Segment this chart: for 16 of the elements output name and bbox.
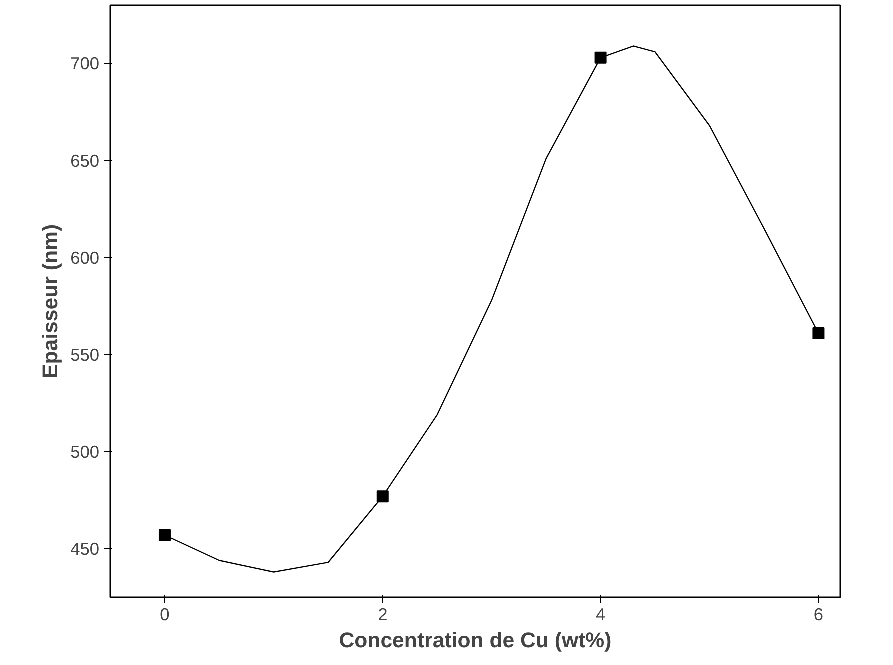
point: [376, 490, 389, 503]
x-axis-title: Concentration de Cu (wt%): [339, 628, 612, 652]
y-axis-title: Epaisseur (nm): [38, 224, 63, 379]
x-tick-label: 4: [596, 604, 606, 624]
y-tick-label: 650: [70, 150, 100, 171]
x-tick-label: 6: [814, 604, 824, 624]
y-tick-label: 700: [70, 54, 100, 74]
y-tick-label: 550: [70, 344, 100, 365]
y-tick-label: 450: [70, 538, 100, 559]
y-tick-label: 500: [70, 442, 100, 462]
point: [812, 328, 825, 340]
x-tick-label: 0: [160, 604, 170, 624]
point: [158, 529, 171, 542]
point: [594, 52, 607, 64]
x-tick-label: 2: [378, 604, 388, 624]
y-tick-label: 600: [70, 248, 100, 268]
